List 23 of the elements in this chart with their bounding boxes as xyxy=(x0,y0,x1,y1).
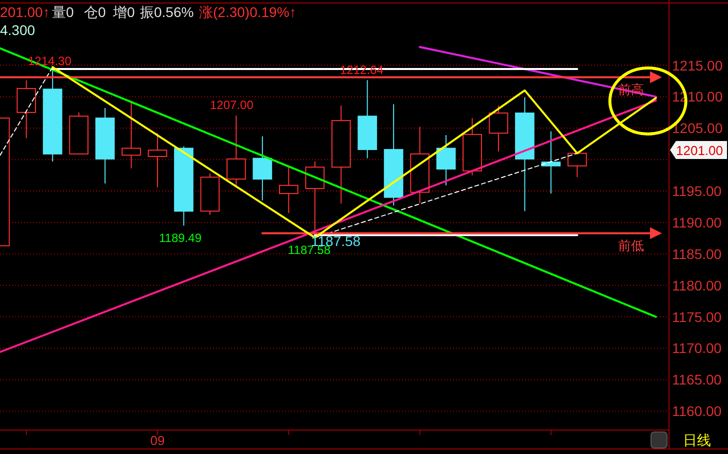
price-tag: 1201.00 xyxy=(670,141,727,159)
y-tick-label: 1170.00 xyxy=(672,340,722,356)
text: 日线 xyxy=(683,432,711,448)
y-tick-label: 1180.00 xyxy=(672,277,722,294)
annotation: 涨(2.30)0.19%↑ xyxy=(199,4,296,20)
y-tick-label: 1190.00 xyxy=(672,214,722,230)
x-tick-label: 09 xyxy=(150,433,165,448)
annotation: 量0 xyxy=(52,4,74,20)
annotation: 1207.00 xyxy=(210,98,254,112)
annotation: 201.00↑ xyxy=(0,4,50,20)
annotation: 4.300 xyxy=(0,22,36,38)
y-tick-label: 1185.00 xyxy=(672,246,722,262)
y-tick-label: 1215.00 xyxy=(672,57,723,74)
annotation: 振0.56% xyxy=(140,4,194,20)
y-tick-label: 1165.00 xyxy=(672,372,722,388)
series-label: 前低 xyxy=(618,238,644,254)
y-tick-label: 1205.00 xyxy=(672,120,723,136)
annotation: 1189.49 xyxy=(159,231,202,245)
y-tick-label: 1195.00 xyxy=(672,183,722,200)
y-tick-label: 1160.00 xyxy=(672,403,722,420)
annotation: 增0 xyxy=(112,4,135,20)
y-tick-label: 1175.00 xyxy=(672,308,722,325)
annotation: 仓0 xyxy=(84,4,106,20)
